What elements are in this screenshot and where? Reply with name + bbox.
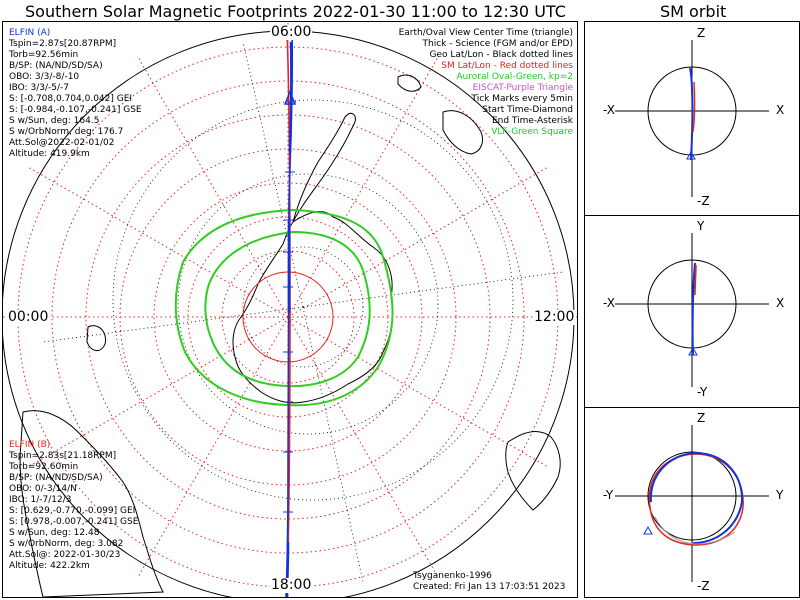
axis-label-bottom: -Z: [697, 194, 710, 208]
info-line: S: [0.978,-0.007,-0.241] GSE: [9, 517, 139, 527]
elfin-a-name: ELFIN (A): [9, 28, 51, 38]
axis-label-bottom: -Z: [697, 579, 710, 593]
sm-orbit-title: SM orbit: [660, 2, 727, 21]
legend: Earth/Oval View Center Time (triangle) Th…: [399, 28, 573, 138]
island-coast: [86, 325, 107, 351]
axis-label-top: Z: [697, 411, 706, 425]
panel-divider: [585, 407, 799, 408]
info-line: OBO: 0/-3/14/N: [9, 484, 77, 494]
auroral-oval: [174, 208, 394, 407]
info-line: S w/Sun, deg: 164.5: [9, 116, 100, 126]
orbit-panel-xz: Z -Z -X X: [585, 22, 799, 215]
clock-label-left: 00:00: [7, 309, 50, 325]
axis-label-left: -X: [603, 103, 615, 117]
elfin-b-name: ELFIN (B): [9, 440, 51, 450]
info-line: S: [-0.708,0.704,0.042] GEI: [9, 94, 133, 104]
axis-label-right: Y: [776, 488, 784, 502]
orbit-panel-xy: Y -Y -X X: [585, 215, 799, 407]
legend-item: Thick - Science (FGM and/or EPD): [422, 39, 573, 49]
clock-label-right: 12:00: [533, 309, 576, 325]
island-coast: [397, 74, 422, 92]
sm-lat-circle: [85, 114, 491, 520]
axis-label-top: Y: [697, 219, 705, 233]
elfin-a-info: ELFIN (A) Tspin=2.87s[20.87RPM] Torb=92.5…: [9, 28, 142, 160]
page-title: Southern Solar Magnetic Footprints 2022-…: [25, 2, 566, 21]
south-america-coast: [19, 410, 164, 597]
info-line: B/SP: (NA/ND/SD/SA): [9, 473, 103, 483]
elfin-a-view-triangle: [283, 90, 297, 105]
info-line: Tspin=2.87s[20.87RPM]: [9, 39, 117, 49]
info-line: S w/OrbNorm, deg: 176.7: [9, 127, 124, 137]
info-line: S w/OrbNorm, deg: 3.082: [9, 539, 124, 549]
orbit-xz-plot: [615, 40, 769, 197]
elfin-b-lines: Tspin=2.83s[21.18RPM] Torb=92.60min B/SP: …: [9, 451, 138, 572]
info-line: S: [-0.984,-0.107,-0.241] GSE: [9, 105, 142, 115]
info-line: Altitude: 422.2km: [9, 561, 90, 571]
antarctic-peninsula-coast: [292, 112, 356, 223]
info-line: Altitude: 419.9km: [9, 149, 90, 159]
info-line: Att.Sol@2022-02-01/02: [9, 138, 115, 148]
info-line: B/SP: (NA/ND/SD/SA): [9, 61, 103, 71]
elfin-a-track: [283, 29, 297, 597]
model-label: Tsyganenko-1996: [413, 571, 492, 581]
info-line: IBO: 1/-7/12/3: [9, 495, 72, 505]
info-line: Torb=92.56min: [9, 50, 79, 60]
legend-item: Earth/Oval View Center Time (triangle): [398, 28, 573, 38]
elfin-a-lines: Tspin=2.87s[20.87RPM] Torb=92.56min B/SP: …: [9, 39, 142, 160]
info-line: Tspin=2.83s[21.18RPM]: [9, 451, 117, 461]
footer: Tsyganenko-1996 Created: Fri Jan 13 17:0…: [413, 571, 565, 593]
info-line: S w/Sun, deg: 12.48: [9, 528, 100, 538]
clock-label-bottom: 18:00: [270, 577, 313, 593]
axis-label-left: -X: [603, 296, 615, 310]
orbit-panel-yz: Z -Z -Y Y: [585, 407, 799, 597]
legend-item: VLF-Green Square: [491, 127, 573, 137]
clock-label-top: 06:00: [270, 24, 313, 40]
orbit-yz-plot: [615, 425, 769, 582]
axis-label-right: X: [776, 103, 785, 117]
info-line: IBO: 3/3/-5/-7: [9, 83, 69, 93]
elfin-b-info: ELFIN (B) Tspin=2.83s[21.18RPM] Torb=92.6…: [9, 440, 138, 572]
legend-item: Auroral Oval-Green, kp=2: [456, 72, 573, 82]
legend-item: Geo Lat/Lon - Black dotted lines: [429, 50, 573, 60]
axis-label-left: -Y: [603, 488, 614, 502]
axis-label-top: Z: [697, 26, 706, 40]
africa-tip-coast: [442, 110, 484, 155]
legend-item: Start Time-Diamond: [482, 105, 573, 115]
legend-item: EISCAT-Purple Triangle: [472, 83, 573, 93]
legend-item: Tick Marks every 5min: [471, 94, 573, 104]
created-label: Created: Fri Jan 13 17:03:51 2023: [413, 582, 566, 592]
sm-orbit-panels: Z -Z -X X Y -Y -X X Z -Z -Y: [584, 21, 800, 598]
legend-item: SM Lat/Lon - Red dotted lines: [441, 61, 573, 71]
panel-divider: [585, 215, 799, 216]
info-line: Att.Sol@: 2022-01-30/23: [9, 550, 121, 560]
legend-item: End Time-Asterisk: [491, 116, 573, 126]
axis-label-bottom: -Y: [697, 385, 708, 399]
info-line: OBO: 3/3/-8/-10: [9, 72, 80, 82]
info-line: S: [0.629,-0.770,-0.099] GEI: [9, 506, 136, 516]
info-line: Torb=92.60min: [9, 462, 79, 472]
axis-label-right: X: [776, 296, 785, 310]
geo-grid: [42, 41, 564, 583]
sm-lat-circle: [153, 182, 423, 452]
australia-coast: [505, 431, 561, 511]
orbit-xy-plot: [615, 233, 769, 387]
footprint-plot: 06:00 18:00 00:00 12:00 ELFIN (A) Tspin=…: [2, 21, 578, 598]
